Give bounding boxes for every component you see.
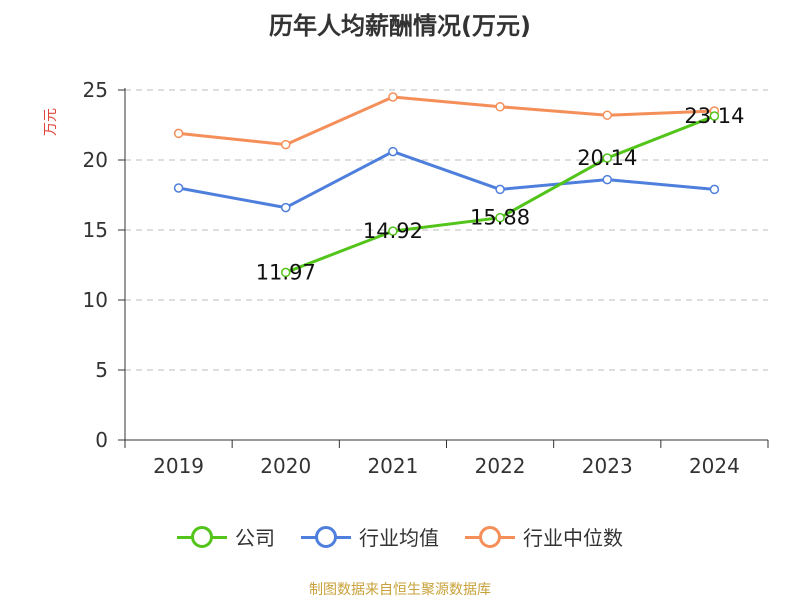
legend-label-industry-median: 行业中位数 [523,526,623,550]
y-tick-label: 15 [83,218,108,242]
data-point-industry-median [173,128,184,139]
x-tick-label: 2024 [689,454,740,478]
data-point-company [281,267,291,278]
data-point-company [602,153,612,163]
chart-title: 历年人均薪酬情况(万元) [269,12,531,40]
data-point-industry-mean [388,146,398,157]
data-point-industry-mean [602,174,612,185]
x-tick-label: 2019 [153,454,204,478]
data-label-company: 20.14 [577,146,637,170]
data-point-industry-median [602,110,612,120]
data-point-industry-mean [281,202,291,213]
legend-dot-industry-mean [315,525,337,548]
y-tick-label: 10 [83,288,108,312]
x-tick-label: 2023 [582,454,633,478]
data-point-industry-median [495,102,505,112]
legend-label-company: 公司 [235,526,275,550]
legend-dot-industry-median [479,525,501,548]
legend-dot-company [191,525,213,548]
data-point-industry-mean [173,183,184,193]
legend-item-industry-mean[interactable]: 行业均值 [301,522,439,551]
legend-label-industry-mean: 行业均值 [359,526,439,550]
data-point-company [495,212,505,223]
legend-marker-industry-mean [301,525,351,548]
data-point-company [709,111,720,121]
data-label-company: 23.14 [684,104,744,128]
series-line-industry-median [178,95,715,147]
legend-marker-industry-median [465,525,515,548]
data-label-company: 15.88 [470,206,530,230]
data-point-company [388,226,398,236]
data-point-industry-median [281,139,291,150]
y-tick-label: 25 [83,78,108,102]
data-point-industry-mean [495,184,505,195]
legend-item-company[interactable]: 公司 [177,522,275,551]
data-point-industry-mean [709,184,720,195]
x-tick-label: 2021 [367,454,418,478]
x-tick-label: 2022 [475,454,526,478]
data-label-company: 11.97 [256,260,316,284]
legend-marker-company [177,525,227,548]
chart-legend: 公司 行业均值 行业中位数 [0,522,800,551]
data-source-note: 制图数据来自恒生聚源数据库 [309,582,491,598]
series-line-company [285,114,715,274]
data-label-company: 14.92 [363,219,423,243]
series-line-industry-mean [178,150,715,210]
y-tick-label: 0 [95,428,108,452]
y-tick-label: 20 [83,148,108,172]
data-point-industry-median [388,92,398,102]
x-tick-label: 2020 [260,454,311,478]
legend-item-industry-median[interactable]: 行业中位数 [465,522,623,551]
y-tick-label: 5 [95,358,108,382]
